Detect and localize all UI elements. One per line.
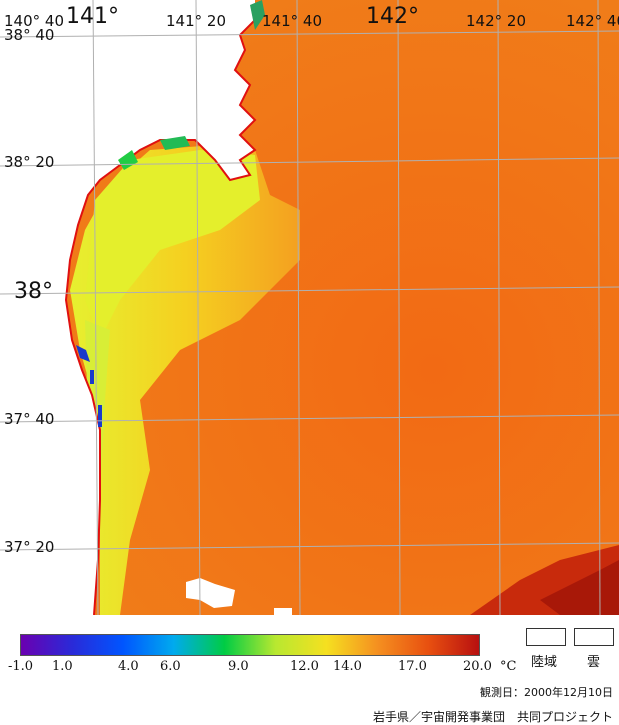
latitude-label: 38° 20 xyxy=(4,153,55,171)
longitude-label: 141° 40 xyxy=(262,12,322,30)
legend-tick: 20.0 xyxy=(463,659,492,674)
land-area xyxy=(0,0,255,615)
temperature-color-bar xyxy=(20,634,480,656)
longitude-label: 142° 40 xyxy=(566,12,619,30)
legend-tick: 6.0 xyxy=(160,659,181,674)
cloud-swatch xyxy=(574,628,614,646)
sea-surface-temperature-map xyxy=(0,0,619,615)
latitude-label: 38° 40 xyxy=(4,26,55,44)
legend-tick: 17.0 xyxy=(398,659,427,674)
credit-line: 岩手県／宇宙開発事業団 共同プロジェクト xyxy=(372,710,613,724)
longitude-label: 141° 20 xyxy=(166,12,226,30)
latitude-label: 37° 20 xyxy=(4,538,55,556)
legend-unit: °C xyxy=(500,659,517,674)
cold-coastal-pixels xyxy=(118,150,138,170)
longitude-label: 140° 40 xyxy=(4,12,64,30)
legend-tick: -1.0 xyxy=(8,659,34,674)
longitude-label: 142° 20 xyxy=(466,12,526,30)
cloud-patch xyxy=(186,578,235,608)
legend-tick: 12.0 xyxy=(290,659,319,674)
longitude-label: 141° xyxy=(66,4,119,29)
cloud-swatch-label: 雲 xyxy=(587,655,601,670)
latitude-label: 38° xyxy=(14,279,53,304)
land-swatch xyxy=(526,628,566,646)
land-swatch-label: 陸域 xyxy=(531,655,558,670)
legend-tick: 14.0 xyxy=(333,659,362,674)
graticule xyxy=(0,0,619,615)
legend-tick: 9.0 xyxy=(228,659,249,674)
observation-date: 観測日：2000年12月10日 xyxy=(480,686,613,699)
latitude-label: 37° 40 xyxy=(4,410,55,428)
legend-tick: 4.0 xyxy=(118,659,139,674)
legend-tick: 1.0 xyxy=(52,659,73,674)
longitude-label: 142° xyxy=(366,4,419,29)
